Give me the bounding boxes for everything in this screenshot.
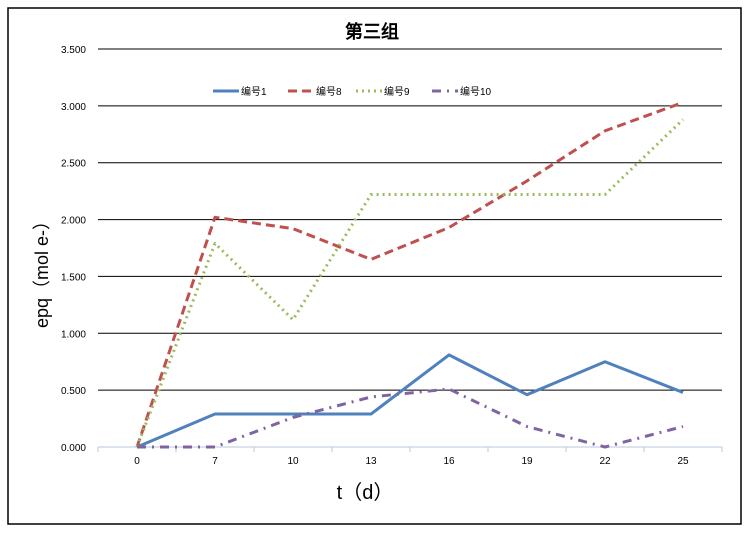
x-tick-label: 13 [365, 456, 377, 467]
legend-label: 编号8 [316, 85, 342, 98]
y-tick-label: 3.500 [61, 45, 86, 56]
x-tick-label: 10 [287, 456, 299, 467]
series-line-4 [137, 387, 684, 449]
y-axis-label: epq（mol e-） [32, 212, 52, 328]
x-tick-label: 22 [599, 456, 611, 467]
y-tick-label: 0.500 [61, 386, 86, 397]
chart-border [7, 7, 742, 525]
y-tick-label: 3.000 [61, 102, 86, 113]
x-tick-label: 16 [443, 456, 455, 467]
series-line-1 [136, 353, 684, 449]
x-axis-label: t（d） [337, 481, 394, 504]
chart-title: 第三组 [345, 21, 399, 43]
x-tick-label: 25 [677, 456, 689, 467]
legend-label: 编号1 [241, 85, 267, 98]
legend-label: 编号9 [384, 85, 410, 98]
y-tick-label: 1.500 [61, 272, 86, 283]
x-tick-label: 0 [134, 456, 140, 467]
y-tick-label: 2.000 [61, 216, 86, 227]
y-tick-label: 1.000 [61, 329, 86, 340]
y-tick-label: 0.000 [61, 443, 86, 454]
y-tick-label: 2.500 [61, 159, 86, 170]
legend-label: 编号10 [460, 85, 492, 98]
series-line-2 [135, 101, 684, 448]
x-tick-label: 19 [521, 456, 533, 467]
x-tick-label: 7 [212, 456, 218, 467]
